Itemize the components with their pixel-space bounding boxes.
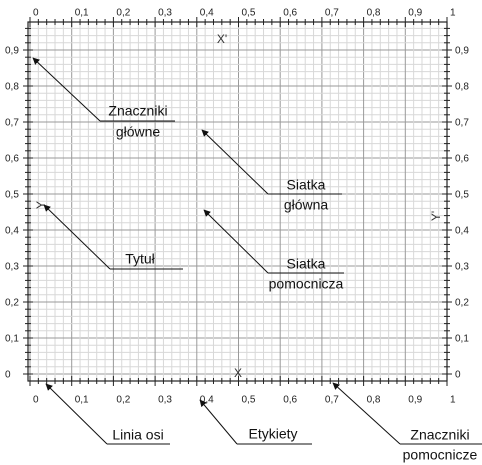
y2-tick-label: 0,3: [455, 262, 469, 273]
y2-tick-label: 0,7: [455, 118, 469, 129]
x-tick-label: 0,3: [158, 395, 172, 406]
y-tick-label: 0,8: [5, 82, 19, 93]
x2-tick-label: 0,3: [158, 8, 172, 19]
y-axis-label: Y: [34, 201, 48, 209]
x2-tick-label: 0,9: [408, 8, 422, 19]
y-tick-label: 0,3: [5, 262, 19, 273]
y-tick-label: 0,6: [5, 154, 19, 165]
x-tick-label: 0,7: [325, 395, 339, 406]
y2-axis-label: Y': [429, 211, 443, 221]
x2-tick-label: 1: [450, 8, 456, 19]
x2-tick-label: 0,6: [283, 8, 297, 19]
y2-tick-label: 0,8: [455, 82, 469, 93]
callout-label: główna: [284, 197, 329, 213]
x-tick-label: 0,1: [75, 395, 89, 406]
y2-tick-label: 0,6: [455, 154, 469, 165]
x-tick-label: 0,2: [116, 395, 130, 406]
callout-label: Znaczniki: [108, 103, 167, 119]
x2-axis-label: X': [217, 32, 227, 46]
callout-label: Siatka: [287, 256, 326, 272]
grid: [28, 22, 448, 381]
x2-tick-label: 0,5: [242, 8, 256, 19]
x2-tick-label: 0: [33, 8, 39, 19]
callout-arrow: [45, 383, 108, 445]
y-tick-label: 0,4: [5, 226, 19, 237]
x2-tick-label: 0,2: [116, 8, 130, 19]
callout-label: główne: [116, 124, 161, 140]
x-tick-label: 0,4: [200, 395, 214, 406]
callout-arrow: [199, 399, 238, 445]
y-tick-label: 0: [5, 370, 11, 381]
x-tick-label: 0,8: [367, 395, 381, 406]
x2-tick-label: 0,1: [75, 8, 89, 19]
callout-label: pomocnicze: [403, 447, 478, 463]
x2-tick-label: 0,4: [200, 8, 214, 19]
callout-label: Znaczniki: [410, 427, 469, 443]
y-tick-label: 0,9: [5, 46, 19, 57]
x2-tick-label: 0,7: [325, 8, 339, 19]
callout-arrow: [201, 129, 269, 195]
y2-tick-label: 0: [455, 370, 461, 381]
callout-label: Tytuł: [125, 251, 155, 267]
x-tick-label: 0,6: [283, 395, 297, 406]
labels: 0 0 0,1 0,1 0,2 0,2 0,3 0,3 0,4 0,4 0,5 0,5 0,6 0,6 0,…: [5, 8, 469, 406]
y-tick-label: 0,7: [5, 118, 19, 129]
callout-label: Siatka: [287, 177, 326, 193]
y2-tick-label: 0,5: [455, 190, 469, 201]
callouts: Znaczniki główne Siatka główna Tytuł Siatka po…: [32, 57, 482, 463]
callout-label: Etykiety: [248, 426, 297, 442]
x-tick-label: 0,9: [408, 395, 422, 406]
callout-label: pomocnicza: [269, 276, 344, 292]
y-tick-label: 0,5: [5, 190, 19, 201]
callout-arrow: [32, 57, 101, 122]
y2-tick-label: 0,4: [455, 226, 469, 237]
x-tick-label: 1: [450, 395, 456, 406]
callout-arrow: [203, 209, 269, 274]
callout-arrow: [332, 382, 401, 445]
y2-tick-label: 0,2: [455, 298, 469, 309]
x2-tick-label: 0,8: [367, 8, 381, 19]
x-axis-label: X: [234, 366, 242, 380]
y-tick-label: 0,2: [5, 298, 19, 309]
callout-label: Linia osi: [112, 427, 163, 443]
y-tick-label: 0,1: [5, 334, 19, 345]
x-tick-label: 0,5: [242, 395, 256, 406]
x-tick-label: 0: [33, 395, 39, 406]
y2-tick-label: 0,9: [455, 46, 469, 57]
callout-arrow: [43, 204, 111, 270]
y2-tick-label: 0,1: [455, 334, 469, 345]
